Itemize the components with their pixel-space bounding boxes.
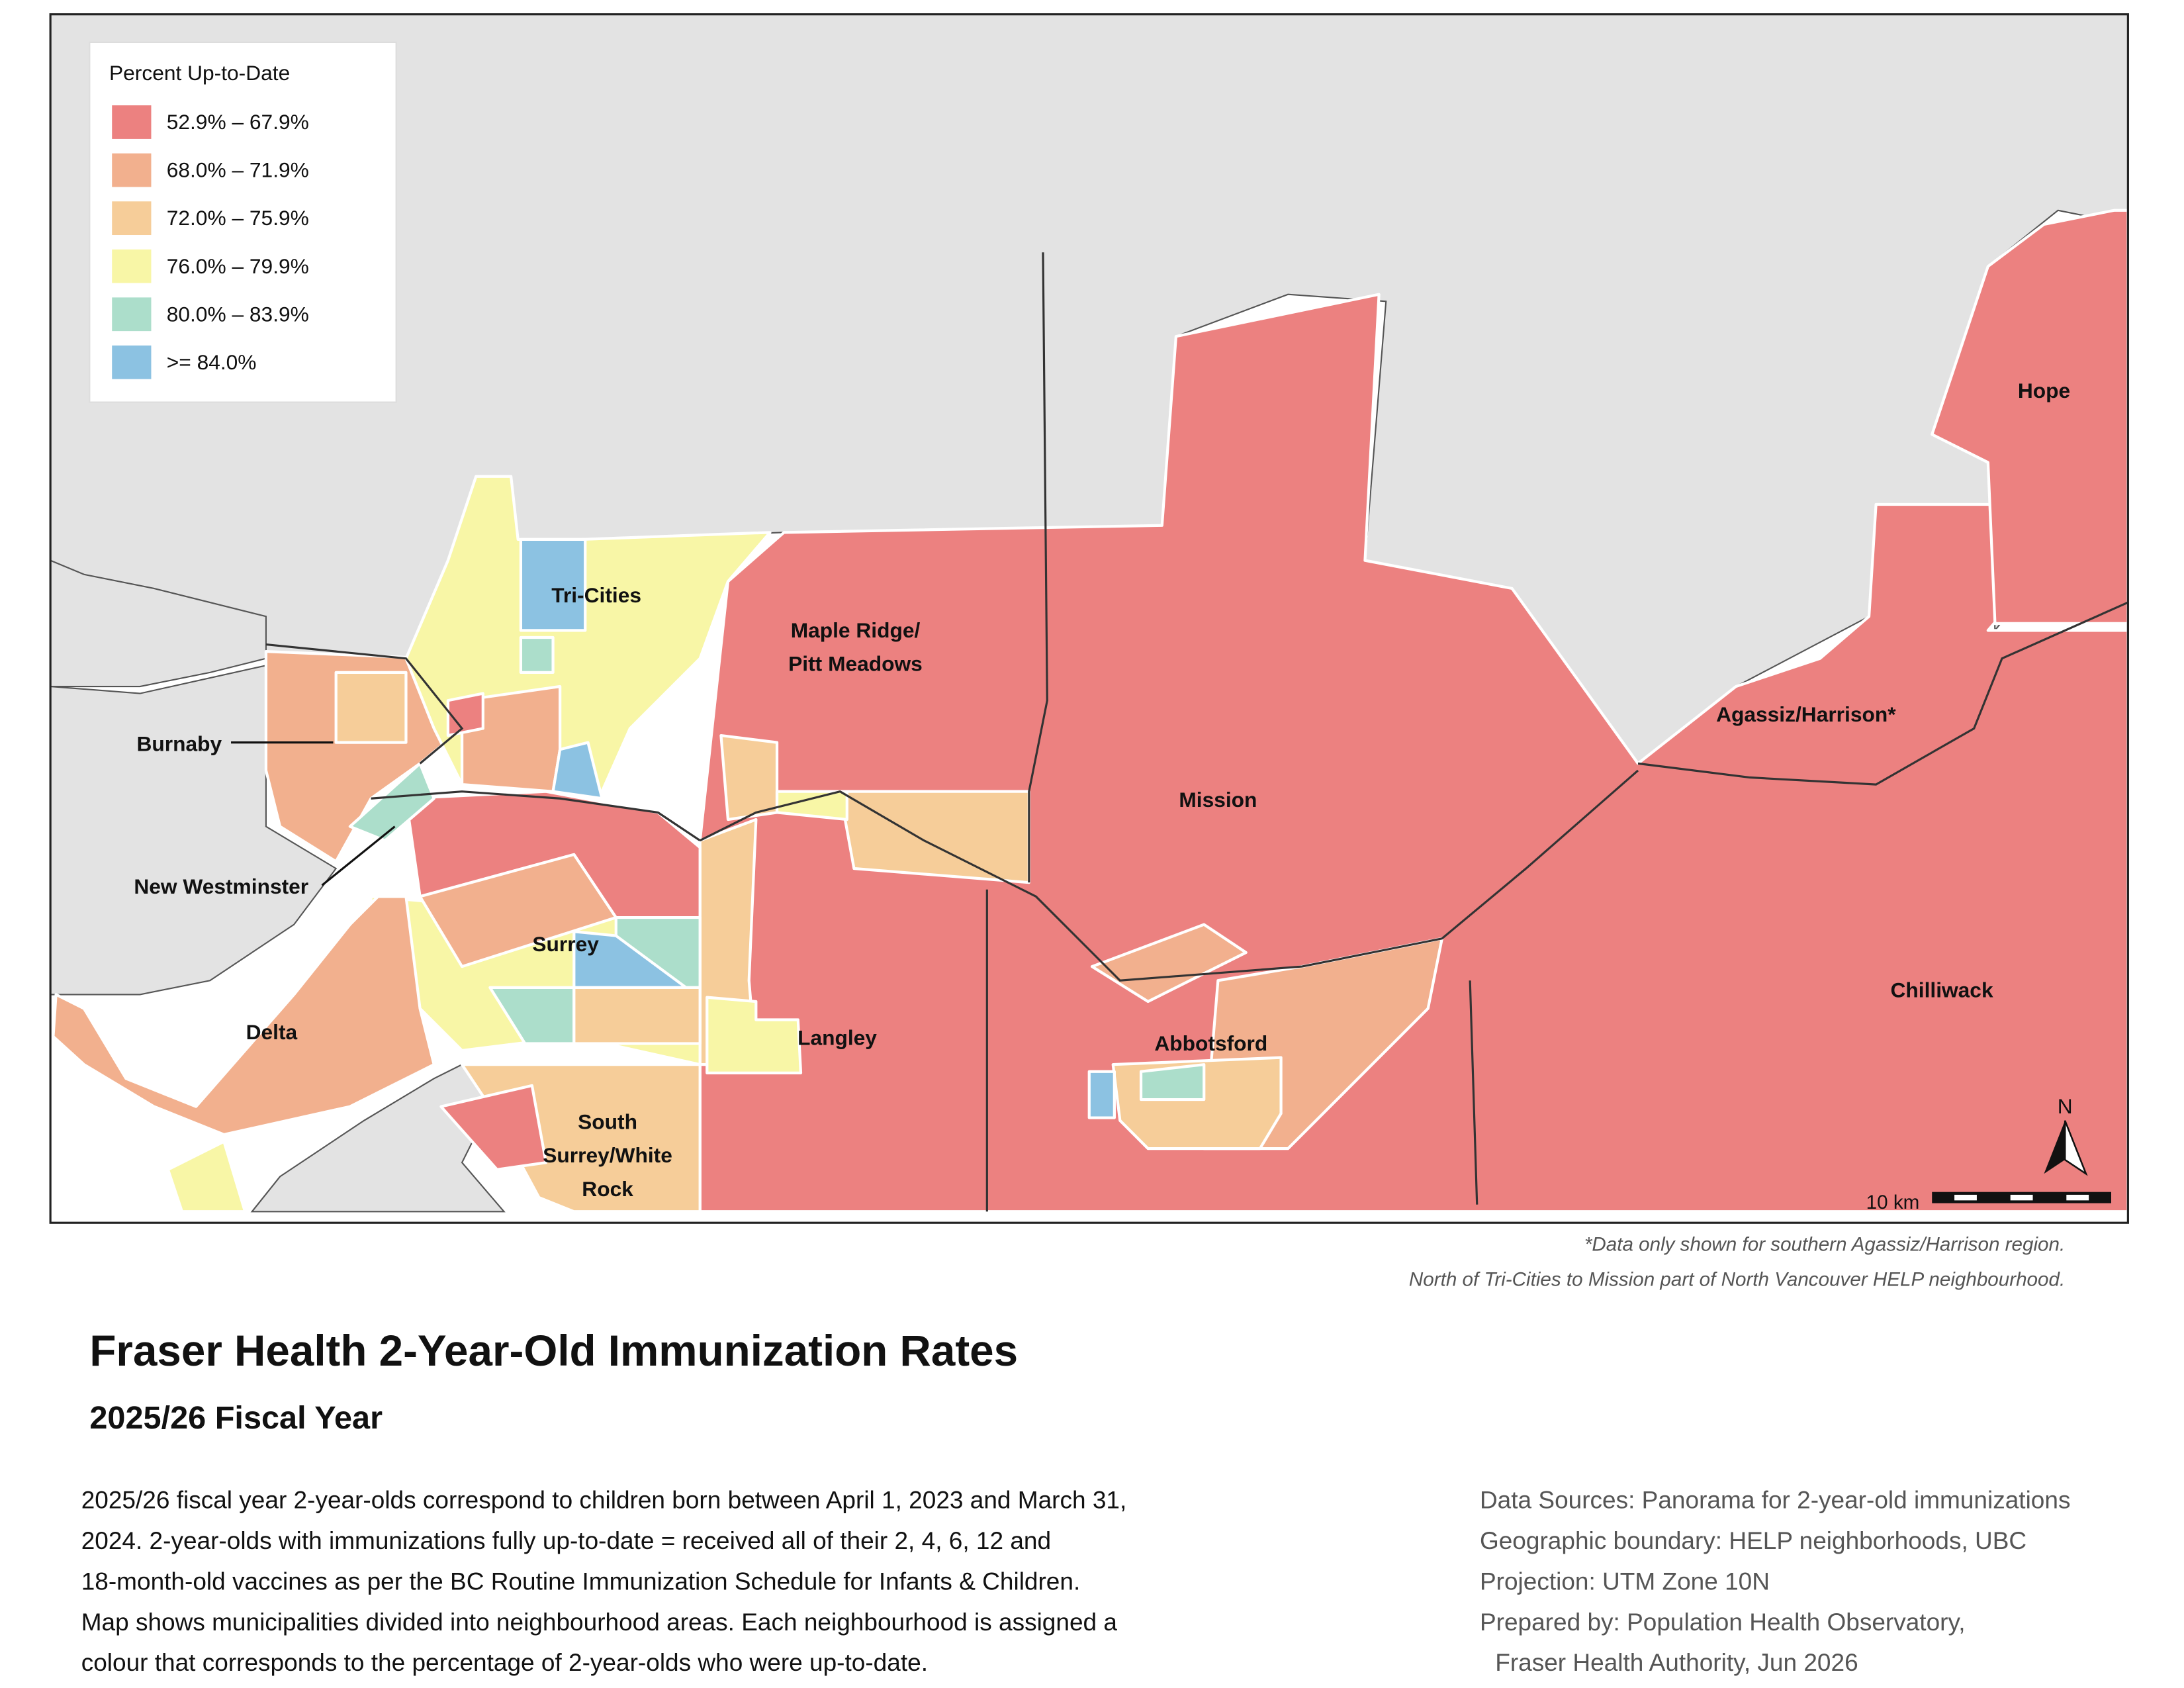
legend-title: Percent Up-to-Date (109, 61, 290, 85)
region (1087, 1070, 1116, 1119)
footnote: *Data only shown for southern Agassiz/Ha… (1584, 1234, 2065, 1256)
description: 2025/26 fiscal year 2-year-olds correspo… (81, 1486, 1127, 1676)
source-line: Data Sources: Panorama for 2-year-old im… (1480, 1486, 2071, 1514)
legend-label: 68.0% – 71.9% (167, 158, 309, 182)
legend-swatch (112, 297, 152, 332)
north-label: N (2058, 1094, 2073, 1118)
legend-swatch (112, 201, 152, 236)
source-line: Projection: UTM Zone 10N (1480, 1567, 1770, 1595)
north-arrow-shape (2064, 1120, 2088, 1176)
region (839, 790, 1030, 884)
scale-bar-rect (2010, 1194, 2033, 1201)
legend-swatch (112, 153, 152, 187)
description-line: colour that corresponds to the percentag… (81, 1648, 928, 1676)
region-label: Delta (246, 1020, 298, 1044)
scale-bar: 10 km (1866, 1192, 2111, 1213)
region (446, 692, 484, 737)
description-line: 18-month-old vaccines as per the BC Rout… (81, 1567, 1081, 1595)
region-label: Tri-Cities (551, 583, 641, 607)
region-label: Rock (582, 1177, 633, 1201)
scale-bar-rect (1954, 1194, 1977, 1201)
legend-label: 76.0% – 79.9% (167, 254, 309, 278)
region (705, 996, 803, 1074)
scale-bar-rect (2066, 1194, 2089, 1201)
sources: Data Sources: Panorama for 2-year-old im… (1480, 1486, 2071, 1676)
source-line: Geographic boundary: HELP neighborhoods,… (1480, 1526, 2026, 1554)
map: Percent Up-to-Date 52.9% – 67.9% 68.0% – … (49, 13, 2130, 1224)
region-label: Agassiz/Harrison* (1716, 702, 1896, 726)
boundary (265, 643, 464, 765)
footnote: North of Tri-Cities to Mission part of N… (1409, 1268, 2065, 1290)
page-title: Fraser Health 2-Year-Old Immunization Ra… (89, 1327, 1018, 1375)
region-label: Pitt Meadows (788, 652, 923, 676)
region (1139, 1063, 1206, 1102)
region (334, 671, 408, 744)
region (551, 741, 604, 800)
region-label: Mission (1179, 788, 1257, 812)
legend-swatch (112, 345, 152, 379)
region (348, 762, 435, 842)
region-label: Hope (2018, 379, 2070, 402)
region (1090, 923, 1248, 1004)
legend-swatch (112, 105, 152, 139)
legend: Percent Up-to-Date 52.9% – 67.9% 68.0% – … (89, 41, 397, 403)
region-label: Chilliwack (1890, 978, 1993, 1002)
boundary (699, 769, 1639, 982)
map-frame (49, 13, 2129, 1224)
region (519, 538, 587, 632)
region-label: Maple Ridge/ (791, 618, 921, 642)
boundary (1028, 252, 1048, 883)
source-line: Prepared by: Population Health Observato… (1480, 1608, 1966, 1636)
boundary (1469, 980, 1479, 1205)
region (166, 1140, 247, 1213)
region (775, 790, 848, 821)
region (572, 986, 702, 1045)
legend-swatch (112, 249, 152, 283)
legend-label: 72.0% – 75.9% (167, 206, 309, 230)
region-label: Surrey/White (543, 1143, 672, 1167)
boundary (371, 790, 701, 842)
page-subtitle: 2025/26 Fiscal Year (89, 1400, 383, 1436)
boundary (1637, 601, 2129, 786)
region-label: Abbotsford (1154, 1031, 1267, 1055)
scale-label: 10 km (1866, 1192, 1920, 1213)
region-label: Burnaby (136, 731, 222, 755)
leader-line (321, 825, 396, 886)
region-label: Langley (797, 1026, 877, 1050)
source-line: Fraser Health Authority, Jun 2026 (1495, 1648, 1858, 1676)
region-label: Surrey (532, 932, 599, 956)
description-line: 2025/26 fiscal year 2-year-olds correspo… (81, 1486, 1127, 1514)
region (439, 1084, 548, 1171)
region (719, 733, 779, 821)
region-label: New Westminster (134, 874, 308, 898)
region (52, 895, 435, 1137)
legend-label: 80.0% – 83.9% (167, 302, 309, 326)
region (519, 635, 555, 674)
description-line: 2024. 2-year-olds with immunizations ful… (81, 1526, 1051, 1554)
legend-label: 52.9% – 67.9% (167, 110, 309, 134)
region-label: South (578, 1109, 637, 1133)
description-line: Map shows municipalities divided into ne… (81, 1608, 1118, 1636)
legend-label: >= 84.0% (167, 350, 257, 374)
